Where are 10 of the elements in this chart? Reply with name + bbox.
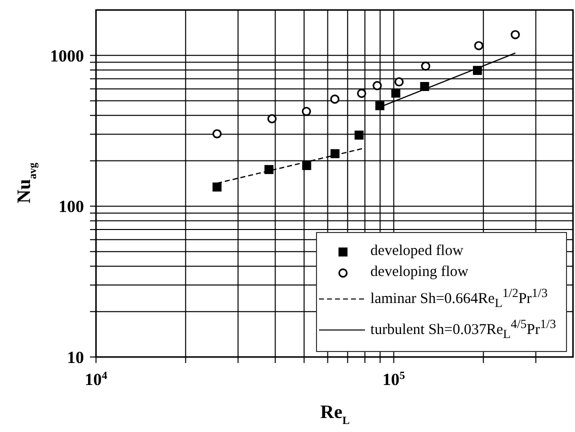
legend-label: developing flow (370, 263, 468, 282)
x-tick-label: 10$^{5}$ (382, 370, 406, 389)
y-tick-label: 1000 (50, 46, 84, 66)
x-axis-title: Re$_{L}$ (320, 402, 350, 427)
x-tick-label: 10$^{4}$ (84, 370, 108, 389)
legend-label: turbulent Sh=0.037Re$_{L}$$^{4/5}$Pr$^{1/3}$ (370, 316, 556, 343)
y-tick-label: 10 (67, 348, 84, 367)
legend-label: laminar Sh=0.664Re$_{L}$$^{1/2}$Pr$^{1/3}$ (370, 285, 548, 312)
legend-label: developed flow (370, 242, 464, 261)
y-tick-label: 100 (58, 197, 84, 216)
